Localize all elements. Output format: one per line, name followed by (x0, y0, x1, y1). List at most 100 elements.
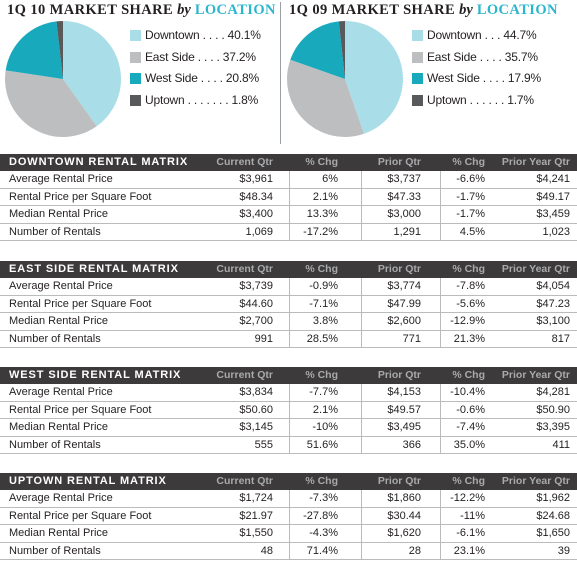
title-location: LOCATION (194, 2, 276, 18)
cell-pct-chg-current: -0.9% (309, 280, 338, 292)
legend-item-downtown: Downtown . . . . 40.1% (130, 28, 270, 50)
column-header-prior-qtr: Prior Qtr (377, 263, 421, 275)
column-divider (440, 525, 441, 543)
column-divider (289, 542, 290, 560)
row-label: Rental Price per Square Foot (9, 297, 152, 310)
cell-current-qtr: 555 (254, 438, 273, 451)
legend-item-downtown: Downtown . . . 44.7% (412, 28, 552, 50)
column-divider (361, 436, 362, 454)
column-divider (361, 206, 362, 224)
cell-current-qtr: 991 (254, 332, 273, 345)
legend-dots: . . . . . . . (184, 92, 232, 107)
legend-name: Uptown (427, 92, 467, 107)
cell-pct-chg-current: -7.7% (309, 386, 338, 398)
column-divider (289, 223, 290, 241)
column-header-prior-year-qtr: Prior Year Qtr (501, 263, 570, 275)
legend-swatch (412, 94, 423, 106)
legend-swatch (412, 30, 423, 41)
matrix-title: WEST SIDE RENTAL MATRIX (9, 369, 182, 381)
pie-slice-east-side (287, 59, 364, 137)
column-header-pct-chg-current: % Chg (305, 263, 338, 275)
table-row: Median Rental Price $1,550 -4.3% $1,620 -6.1… (0, 525, 577, 543)
pie-slice-downtown (345, 21, 403, 134)
column-divider (440, 401, 441, 419)
legend-value: 20.8% (225, 71, 259, 85)
column-divider (440, 507, 441, 525)
column-header-current-qtr: Current Qtr (216, 156, 273, 168)
matrix-header: UPTOWN RENTAL MATRIX Current Qtr % Chg Prio… (0, 473, 577, 490)
cell-prior-year-qtr: 817 (551, 332, 570, 345)
legend-label: Downtown . . . 44.7% (427, 28, 537, 42)
cell-prior-qtr: $3,000 (387, 208, 421, 220)
column-header-pct-chg-prior: % Chg (452, 369, 485, 381)
cell-current-qtr: $3,400 (239, 208, 273, 220)
column-divider (440, 330, 441, 348)
cell-current-qtr: 1,069 (245, 225, 273, 238)
cell-prior-qtr: 771 (402, 332, 421, 345)
cell-pct-chg-current: 13.3% (306, 208, 338, 220)
cell-prior-year-qtr: $3,100 (536, 315, 570, 327)
pie-slice-uptown (338, 21, 345, 79)
cell-current-qtr: $3,739 (239, 280, 273, 292)
cell-current-qtr: $1,550 (239, 527, 273, 539)
legend-value: 1.7% (507, 92, 534, 107)
legend-name: West Side (145, 71, 198, 85)
table-row: Number of Rentals 555 51.6% 366 35.0% 411 (0, 436, 577, 454)
column-divider (440, 278, 441, 296)
column-divider (289, 401, 290, 419)
table-row: Average Rental Price $3,834 -7.7% $4,153 -10… (0, 384, 577, 402)
column-divider (440, 490, 441, 508)
matrix-title: EAST SIDE RENTAL MATRIX (9, 263, 179, 275)
row-label: Number of Rentals (9, 332, 101, 345)
cell-prior-qtr: $30.44 (387, 509, 421, 522)
column-divider (289, 525, 290, 543)
cell-prior-qtr: 28 (408, 544, 421, 557)
cell-pct-chg-prior: -6.6% (456, 173, 485, 185)
legend-dots: . . . . (479, 71, 508, 85)
cell-pct-chg-current: 28.5% (306, 332, 338, 345)
row-label: Number of Rentals (9, 225, 101, 238)
title-main: 1Q 09 MARKET SHARE (289, 2, 456, 18)
legend-swatch (130, 30, 141, 41)
column-divider (289, 278, 290, 296)
row-label: Number of Rentals (9, 544, 101, 557)
legend-name: Downtown (145, 28, 200, 42)
table-row: Rental Price per Square Foot $44.60 -7.1% $… (0, 295, 577, 313)
row-label: Median Rental Price (9, 421, 109, 433)
cell-prior-year-qtr: 39 (557, 544, 570, 557)
legend-item-west-side: West Side . . . . 17.9% (412, 71, 552, 93)
legend-name: Uptown (145, 92, 185, 107)
row-label: Average Rental Price (9, 492, 113, 504)
cell-prior-qtr: $3,737 (387, 173, 421, 185)
cell-prior-qtr: $47.99 (387, 297, 421, 310)
cell-pct-chg-current: 51.6% (306, 438, 338, 451)
cell-pct-chg-current: 71.4% (306, 544, 338, 557)
table-row: Rental Price per Square Foot $48.34 2.1% $4… (0, 188, 577, 206)
column-divider (440, 436, 441, 454)
legend-1q09: Downtown . . . 44.7% East Side . . . . 35… (412, 28, 552, 114)
cell-current-qtr: 48 (260, 544, 273, 557)
column-divider (361, 525, 362, 543)
cell-pct-chg-current: 2.1% (312, 190, 338, 203)
cell-pct-chg-prior: -5.6% (456, 297, 485, 310)
column-divider (440, 171, 441, 189)
column-divider (361, 313, 362, 331)
legend-swatch (412, 73, 423, 84)
cell-prior-year-qtr: $1,650 (536, 527, 570, 539)
matrix-header: EAST SIDE RENTAL MATRIX Current Qtr % Chg P… (0, 261, 577, 278)
row-label: Median Rental Price (9, 208, 109, 220)
legend-dots: . . . . . . (466, 92, 508, 107)
legend-item-east-side: East Side . . . . 37.2% (130, 50, 270, 72)
cell-pct-chg-prior: -7.4% (456, 421, 485, 433)
row-label: Average Rental Price (9, 280, 113, 292)
cell-pct-chg-prior: -0.6% (456, 403, 485, 416)
market-share-title: 1Q 09 MARKET SHARE by LOCATION (289, 2, 558, 19)
pie-slice-east-side (5, 70, 97, 137)
column-divider (361, 223, 362, 241)
table-row: Rental Price per Square Foot $21.97 -27.8%… (0, 507, 577, 525)
cell-pct-chg-prior: 4.5% (459, 225, 485, 238)
column-header-prior-qtr: Prior Qtr (377, 369, 421, 381)
cell-current-qtr: $44.60 (239, 297, 273, 310)
cell-prior-year-qtr: 411 (552, 438, 570, 451)
cell-prior-qtr: $4,153 (387, 386, 421, 398)
